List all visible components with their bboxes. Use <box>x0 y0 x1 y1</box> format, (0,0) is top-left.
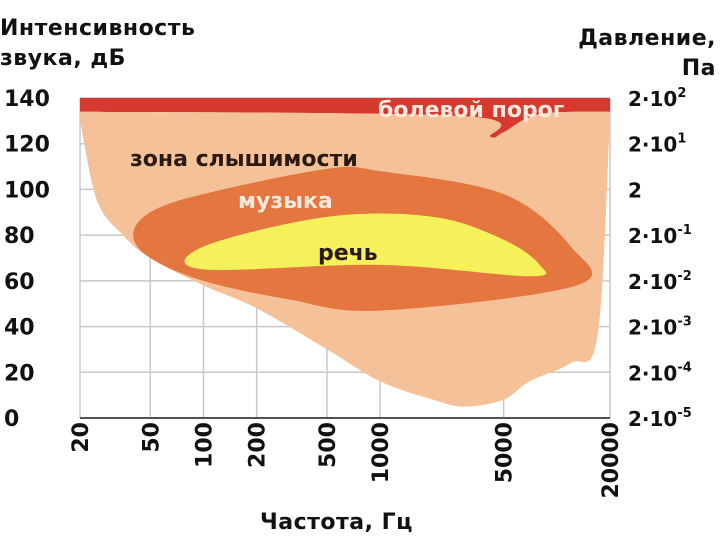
label-speech: речь <box>318 241 378 266</box>
right-tick-label: 2·10-5 <box>628 406 692 431</box>
pain-threshold-zone <box>80 98 610 138</box>
y-axis-title-right-line-1: Давление, <box>578 26 716 51</box>
y-tick-label: 140 <box>4 87 50 112</box>
y-axis-title-right: Давление, Па <box>578 24 716 84</box>
right-tick-label: 2·10-1 <box>628 223 692 248</box>
label-music: музыка <box>238 189 333 214</box>
x-tick-label: 5000 <box>493 422 518 483</box>
y-tick-label: 40 <box>4 316 35 341</box>
x-tick-label: 20000 <box>599 422 624 499</box>
y-tick-label: 0 <box>4 407 19 432</box>
x-tick-label: 20 <box>69 422 94 453</box>
y-axis-title-right-line-2: Па <box>681 56 716 81</box>
x-tick-label: 50 <box>139 422 164 453</box>
x-tick-label: 200 <box>246 422 271 468</box>
x-tick-label: 1000 <box>369 422 394 483</box>
y-tick-label: 60 <box>4 270 35 295</box>
label-audibility-zone: зона слышимости <box>130 147 358 172</box>
y-tick-label: 100 <box>4 178 50 203</box>
y-tick-label: 80 <box>4 224 35 249</box>
right-tick-label: 2·10-3 <box>628 315 692 340</box>
right-tick-label: 2·102 <box>628 86 686 111</box>
label-pain-threshold: болевой порог <box>378 98 564 123</box>
x-tick-label: 500 <box>316 422 341 468</box>
speech-zone <box>184 213 547 277</box>
right-tick-label: 2·101 <box>628 132 686 157</box>
y-tick-label: 20 <box>4 361 35 386</box>
y-axis-title-line-2: звука, дБ <box>0 46 126 71</box>
y-tick-label: 120 <box>4 133 50 158</box>
right-tick-label: 2·10-2 <box>628 269 692 294</box>
right-tick-label: 2·10-4 <box>628 360 692 385</box>
x-axis-title: Частота, Гц <box>260 510 413 535</box>
y-axis-title-left: Интенсивность звука, дБ <box>0 14 195 74</box>
right-tick-label: 2 <box>628 178 642 202</box>
y-axis-title-line-1: Интенсивность <box>0 16 196 41</box>
x-tick-label: 100 <box>192 422 217 468</box>
